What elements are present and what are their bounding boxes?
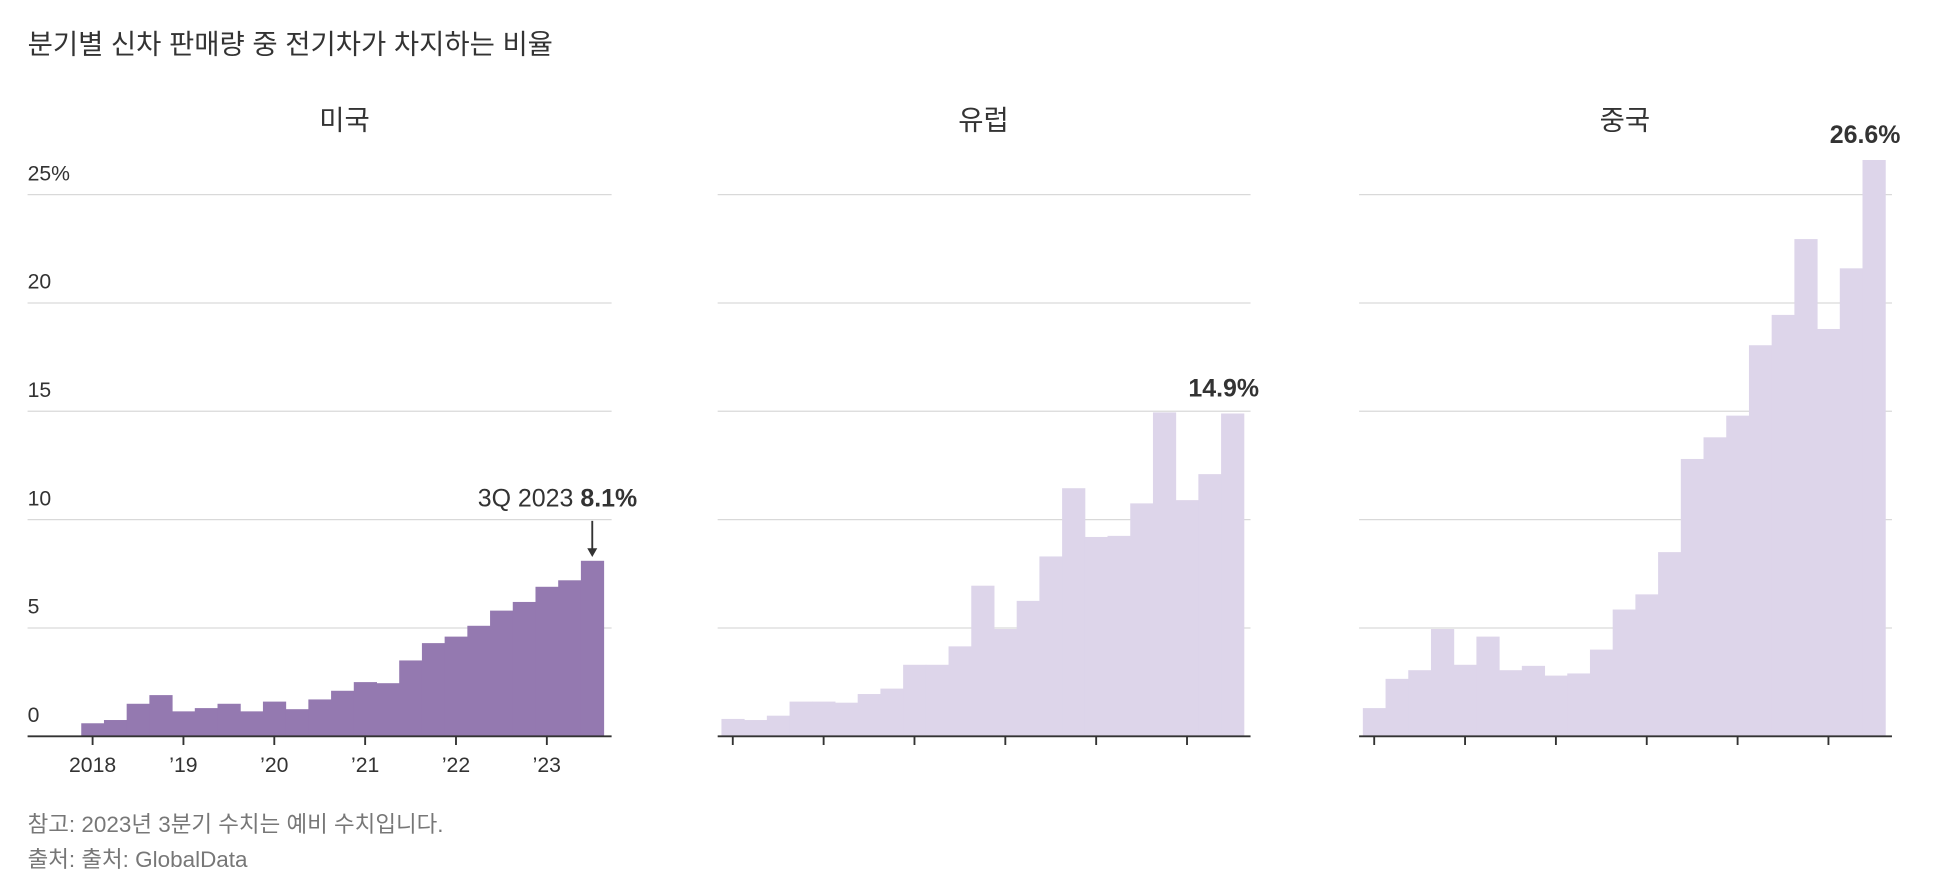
bar (1771, 314, 1795, 737)
x-tick-label: ’20 (260, 754, 288, 777)
bar (789, 701, 813, 737)
bar (81, 723, 105, 737)
x-tick-label: ’22 (442, 754, 470, 777)
bar (1175, 500, 1199, 737)
bar (1408, 670, 1432, 737)
bar (1016, 600, 1040, 737)
bar (1726, 415, 1750, 737)
y-tick-label: 20 (28, 271, 52, 294)
bar (172, 711, 196, 737)
bar (1130, 503, 1154, 737)
x-tick-label: ’19 (169, 754, 197, 777)
bar (1198, 474, 1222, 737)
bar (993, 629, 1018, 737)
bar (580, 560, 605, 737)
bar (948, 646, 972, 737)
bar (535, 586, 559, 737)
y-tick-label: 25% (28, 162, 71, 185)
y-tick-label: 5 (28, 596, 40, 619)
bar (444, 636, 468, 737)
bar (1680, 458, 1705, 737)
bar (1567, 673, 1591, 737)
bar (353, 682, 377, 737)
panel-title: 유럽 (958, 105, 1009, 136)
bar (308, 699, 332, 737)
bar (217, 703, 241, 737)
bar (1062, 488, 1086, 737)
y-tick-label: 15 (28, 379, 52, 402)
y-tick-label: 10 (28, 487, 52, 510)
x-tick-label: ’23 (533, 754, 561, 777)
bar (376, 683, 400, 737)
panel-title: 중국 (1600, 105, 1651, 136)
bar (834, 702, 859, 737)
bar (1453, 664, 1477, 737)
bar (880, 688, 904, 737)
annotation: 3Q 2023 8.1% (478, 484, 637, 512)
value-label: 26.6% (1830, 121, 1901, 149)
bar (766, 715, 791, 737)
bar (1084, 536, 1109, 737)
bar (1703, 437, 1727, 737)
note: 참고: 2023년 3분기 수치는 예비 수치입니다. (28, 812, 444, 837)
bar (1544, 675, 1568, 737)
value-label: 14.9% (1188, 374, 1259, 402)
value-label: 8.1% (580, 484, 637, 512)
bar (103, 720, 128, 737)
bar (1107, 535, 1131, 737)
bar (490, 610, 514, 737)
bar (262, 701, 287, 737)
bar (1152, 412, 1177, 737)
bar (399, 660, 423, 737)
bar (1862, 160, 1886, 737)
bar (1658, 552, 1682, 737)
bar (1817, 328, 1841, 737)
bar (285, 709, 309, 737)
y-tick-label: 0 (28, 704, 40, 727)
bar (194, 708, 219, 737)
bar (240, 711, 264, 737)
chart-title: 분기별 신차 판매량 중 전기차가 차지하는 비율 (28, 28, 553, 59)
bar (1748, 345, 1773, 737)
bar (1430, 629, 1455, 737)
bar (1612, 609, 1636, 737)
bar (925, 664, 950, 737)
bar (1221, 413, 1245, 737)
bar (421, 643, 446, 737)
bar (971, 585, 995, 737)
bar (1039, 556, 1063, 737)
bar (1385, 678, 1409, 737)
bar (1362, 708, 1387, 737)
bar (1499, 670, 1523, 737)
bar (721, 718, 745, 737)
bar (1476, 636, 1500, 737)
panel-title: 미국 (319, 105, 369, 136)
bar (903, 664, 927, 737)
x-tick-label: 2018 (69, 754, 116, 777)
x-tick-label: ’21 (351, 754, 379, 777)
bar (1794, 239, 1818, 737)
bar (812, 701, 836, 737)
bar (1839, 268, 1864, 737)
bar (1635, 594, 1659, 737)
bar (558, 580, 582, 737)
bar (512, 601, 536, 737)
bar (126, 703, 150, 737)
annotation-text: 3Q 2023 (478, 484, 574, 512)
arrow-head (587, 548, 598, 558)
bar (331, 690, 355, 737)
bar (467, 625, 491, 737)
bar (149, 695, 173, 737)
bar (1521, 665, 1546, 737)
bar (1589, 649, 1614, 737)
bar (744, 720, 768, 737)
source: 출처: 출처: GlobalData (28, 847, 248, 872)
bar (857, 694, 881, 737)
